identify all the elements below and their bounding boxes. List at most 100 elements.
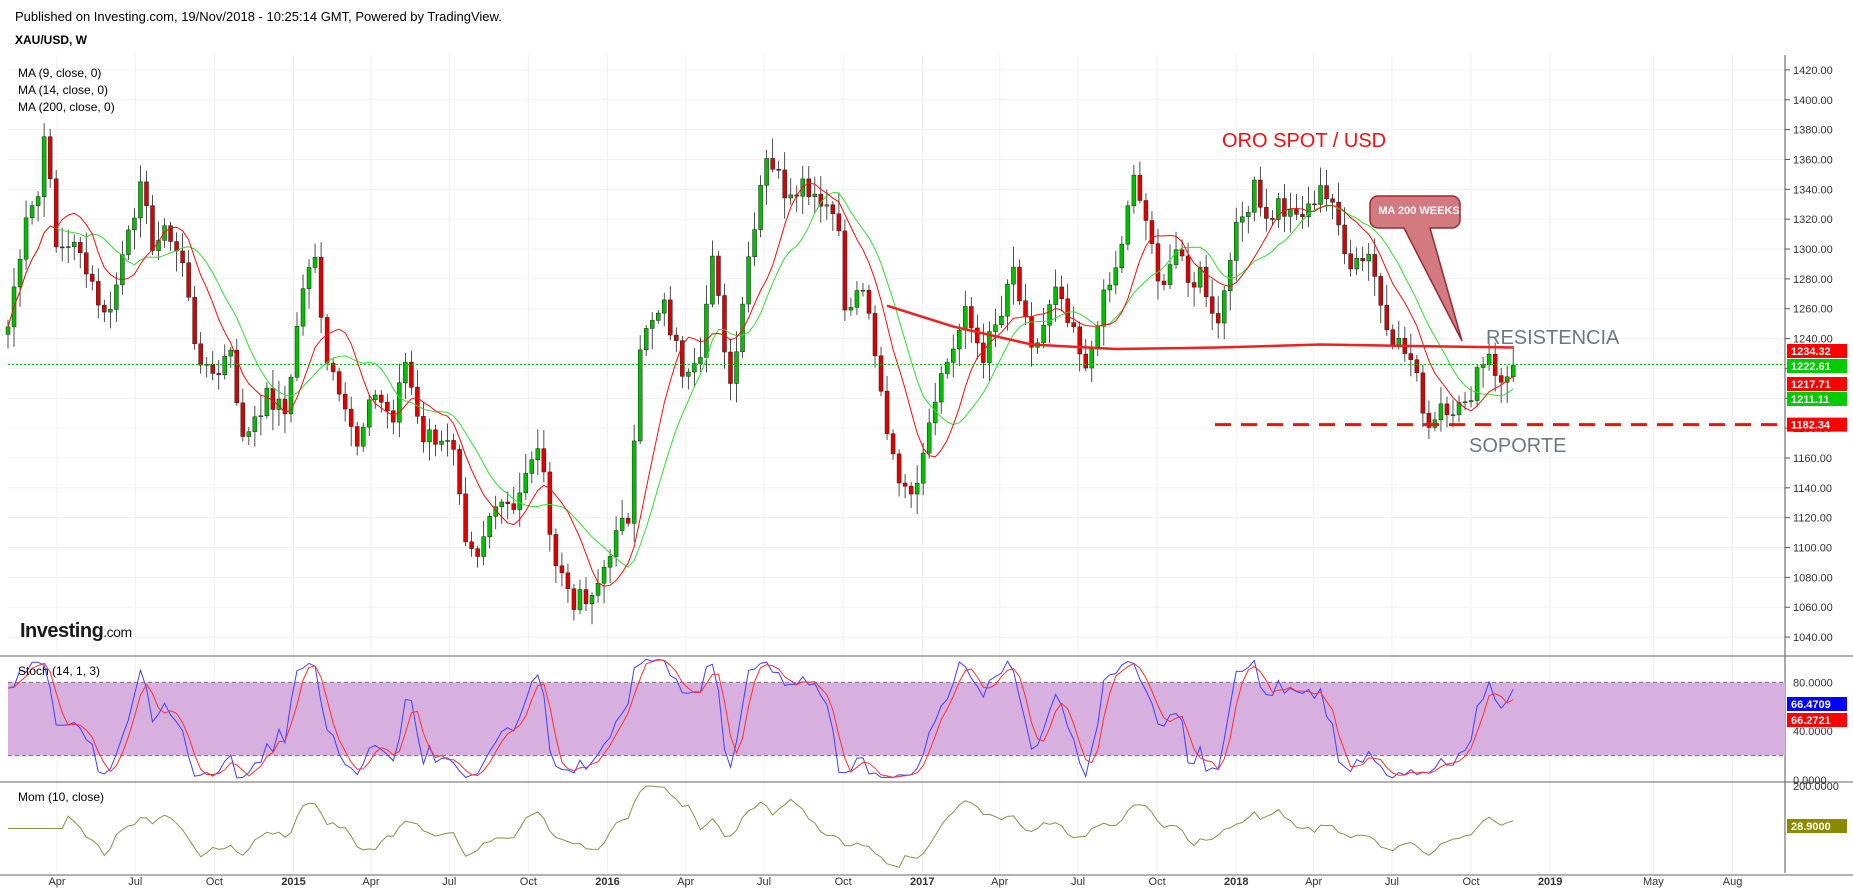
resistance-label: RESISTENCIA	[1486, 327, 1620, 349]
candle-body	[457, 449, 462, 495]
price-tick-label: 1320.00	[1793, 214, 1833, 226]
candle-body	[1270, 218, 1275, 220]
candle-body	[1426, 412, 1432, 428]
time-tick-label: Jul	[442, 876, 456, 888]
candle-body	[246, 431, 252, 437]
price-tick-label: 1060.00	[1793, 602, 1833, 614]
candle-body	[1282, 198, 1287, 217]
candle-body	[282, 398, 288, 415]
mom-label: Mom (10, close)	[18, 790, 105, 804]
candle-body	[216, 373, 221, 376]
stoch-badge-bg	[1787, 713, 1847, 727]
candle-body	[1077, 326, 1082, 355]
candle-body	[692, 363, 697, 373]
price-tick-label: 1160.00	[1793, 453, 1832, 465]
candle-body	[373, 394, 378, 401]
candle-body	[379, 394, 384, 403]
candle-body	[469, 541, 474, 549]
candle-body	[1149, 220, 1155, 244]
time-tick-label: Jul	[1385, 876, 1399, 888]
candle-body	[547, 471, 553, 535]
candle-body	[108, 309, 113, 313]
price-badge-bg	[1787, 377, 1847, 391]
candle-body	[1462, 401, 1468, 404]
price-tick-label: 1380.00	[1793, 125, 1833, 137]
investing-logo: Investing.com	[20, 620, 132, 642]
candle-body	[1408, 353, 1414, 360]
candle-body	[752, 229, 757, 258]
time-tick-label: 2018	[1224, 876, 1248, 888]
candle-body	[1474, 367, 1480, 401]
momentum-panel: 200.00000.0000	[8, 781, 1839, 868]
candle-body	[222, 355, 227, 376]
momentum-line	[8, 785, 1514, 868]
time-tick-label: Jul	[128, 876, 142, 888]
time-tick-label: 2015	[281, 876, 305, 888]
price-tick-label: 1280.00	[1793, 274, 1833, 286]
candle-body	[987, 331, 992, 363]
candle-body	[210, 364, 215, 374]
candle-body	[1300, 214, 1305, 217]
candle-body	[866, 289, 872, 314]
candle-body	[1011, 266, 1016, 285]
candle-body	[120, 254, 125, 286]
candle-body	[722, 295, 727, 353]
candle-body	[782, 169, 787, 199]
candle-body	[830, 204, 836, 215]
candle-body	[776, 169, 781, 171]
candle-body	[541, 448, 547, 473]
candle-body	[746, 256, 751, 305]
candle-body	[788, 194, 793, 199]
candle-body	[156, 240, 161, 251]
time-tick-label: Apr	[48, 876, 65, 888]
price-badge: 1234.32	[1791, 346, 1831, 358]
candle-body	[1179, 249, 1185, 257]
candle-body	[1276, 198, 1281, 220]
candle-body	[728, 351, 733, 384]
candle-body	[698, 357, 703, 364]
candle-body	[409, 361, 414, 388]
candle-body	[1240, 216, 1245, 223]
candle-body	[595, 582, 601, 596]
candle-body	[451, 440, 456, 450]
price-tick-label: 1080.00	[1793, 572, 1833, 584]
candle-body	[824, 204, 830, 207]
candle-body	[186, 262, 191, 298]
candle-body	[114, 284, 119, 310]
candle-body	[439, 440, 444, 445]
candle-body	[421, 416, 426, 443]
candle-body	[499, 501, 504, 507]
candle-body	[330, 362, 336, 372]
candle-body	[655, 312, 661, 321]
candle-body	[1312, 203, 1317, 206]
candle-body	[1246, 212, 1251, 218]
candle-body	[860, 289, 866, 292]
candle-body	[1101, 289, 1107, 327]
stoch-badge-bg	[1787, 697, 1847, 711]
candle-body	[397, 382, 402, 423]
ma9-line	[7, 182, 1514, 587]
chart-title-annotation: ORO SPOT / USD	[1222, 130, 1386, 152]
stoch-label: Stoch (14, 1, 3)	[18, 664, 101, 678]
candle-body	[415, 387, 420, 417]
indicator-ma14-label: MA (14, close, 0)	[18, 83, 109, 97]
candle-body	[662, 299, 667, 314]
candle-body	[559, 565, 565, 574]
candle-body	[1444, 403, 1450, 415]
candle-body	[1191, 282, 1197, 288]
candle-body	[836, 213, 842, 232]
mom-tick-label: 200.0000	[1793, 781, 1839, 793]
candle-body	[1053, 286, 1058, 305]
candle-body	[354, 426, 360, 447]
candle-body	[944, 362, 950, 374]
time-tick-label: 2019	[1538, 876, 1562, 888]
candle-body	[192, 296, 197, 345]
candle-body	[1071, 322, 1076, 328]
candle-body	[1354, 258, 1359, 270]
candle-body	[854, 290, 860, 308]
candle-body	[734, 351, 739, 384]
candle-body	[625, 517, 631, 524]
candle-body	[1125, 205, 1131, 245]
stochastic-panel: 0.0000 40.0000 80.0000	[7, 658, 1833, 787]
candle-body	[403, 361, 408, 383]
